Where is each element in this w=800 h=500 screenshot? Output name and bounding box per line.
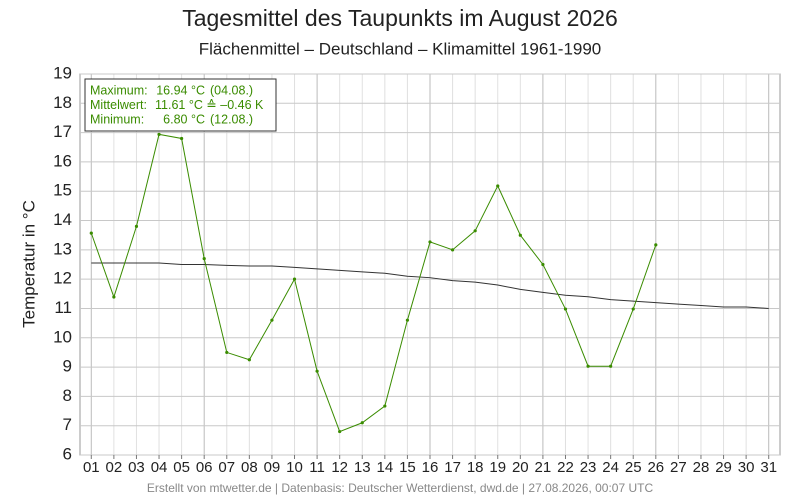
y-tick-label: 16 <box>53 151 72 170</box>
x-tick-label: 05 <box>173 459 190 476</box>
data-point <box>405 318 410 322</box>
x-tick-label: 15 <box>399 459 416 476</box>
x-tick-label: 25 <box>625 459 642 476</box>
info-label: Maximum: <box>90 83 148 97</box>
y-tick-label: 19 <box>53 63 72 82</box>
x-tick-label: 03 <box>128 459 145 476</box>
chart-title: Tagesmittel des Taupunkts im August 2026 <box>182 5 618 31</box>
info-label: Mittelwert: <box>90 98 147 112</box>
info-box: Maximum: 16.94 °C (04.08.) Mittelwert: 11.61… <box>84 78 277 132</box>
data-point <box>270 318 274 322</box>
x-tick-label: 13 <box>354 459 371 476</box>
data-point <box>134 224 139 228</box>
y-tick-label: 7 <box>63 415 72 434</box>
x-tick-label: 09 <box>264 459 281 476</box>
x-tick-label: 11 <box>309 459 325 476</box>
y-tick-label: 11 <box>54 298 72 317</box>
x-tick-label: 06 <box>196 459 213 476</box>
x-tick-label: 10 <box>286 459 303 476</box>
data-point <box>563 307 568 311</box>
x-tick-label: 29 <box>715 459 732 476</box>
y-tick-label: 18 <box>53 93 72 112</box>
y-tick-label: 8 <box>63 386 72 405</box>
data-point <box>360 421 364 425</box>
footer: Erstellt von mtwetter.de | Datenbasis: D… <box>147 481 654 495</box>
x-tick-label: 14 <box>376 459 393 476</box>
y-tick-label: 13 <box>53 239 72 258</box>
y-tick-label: 12 <box>53 269 72 288</box>
data-point <box>247 358 251 362</box>
data-point <box>383 404 387 408</box>
data-point <box>654 243 658 247</box>
y-tick-label: 14 <box>53 210 72 229</box>
y-axis-label: Temperatur in °C <box>19 200 38 328</box>
x-tick-label: 23 <box>580 459 597 476</box>
x-tick-label: 24 <box>602 459 619 476</box>
series-line <box>91 262 769 309</box>
x-tick-label: 31 <box>760 459 777 476</box>
x-tick-label: 26 <box>647 459 664 476</box>
y-tick-label: 17 <box>53 122 72 141</box>
x-tick-label: 02 <box>106 459 123 476</box>
info-date: (12.08.) <box>210 112 253 126</box>
x-tick-label: 01 <box>83 459 100 476</box>
info-value: 16.94 °C <box>156 83 205 97</box>
y-tick-label: 6 <box>63 444 72 463</box>
data-point <box>609 364 613 368</box>
data-point <box>338 429 342 434</box>
x-tick-label: 28 <box>693 459 710 476</box>
data-point <box>202 257 206 261</box>
data-point <box>89 231 93 235</box>
data-point <box>112 295 116 299</box>
x-tick-label: 16 <box>422 459 439 476</box>
info-label: Minimum: <box>90 112 144 126</box>
data-point <box>450 248 455 252</box>
x-tick-label: 07 <box>218 459 235 476</box>
data-point <box>631 307 635 311</box>
y-tick-label: 9 <box>63 357 72 376</box>
x-tick-label: 08 <box>241 459 258 476</box>
x-tick-label: 17 <box>444 459 461 476</box>
data-point <box>315 369 319 373</box>
data-point <box>541 262 545 267</box>
x-tick-label: 22 <box>557 459 574 476</box>
info-box-frame <box>84 78 277 132</box>
data-point <box>496 184 500 188</box>
series-line <box>90 133 657 433</box>
x-tick-label: 04 <box>151 459 168 476</box>
x-tick-label: 21 <box>535 459 552 476</box>
data-point <box>225 350 229 355</box>
x-tick-label: 19 <box>489 459 506 476</box>
data-point <box>180 136 184 141</box>
x-tick-label: 30 <box>738 459 755 476</box>
y-tick-label: 10 <box>53 327 72 346</box>
info-value: 6.80 °C <box>163 112 205 126</box>
data-point <box>473 229 477 233</box>
x-tick-label: 18 <box>467 459 484 476</box>
x-tick-label: 27 <box>670 459 687 476</box>
data-point <box>292 277 297 281</box>
y-tick-label: 15 <box>53 181 72 200</box>
data-point <box>518 233 522 237</box>
chart-subtitle: Flächenmittel – Deutschland – Klimamitte… <box>199 39 602 58</box>
info-date: (04.08.) <box>210 83 253 97</box>
data-point <box>157 132 161 136</box>
data-point <box>428 240 432 244</box>
x-tick-label: 12 <box>331 459 348 476</box>
info-value: 11.61 °C ≙ –0.46 K <box>155 98 264 112</box>
data-point <box>586 364 590 368</box>
x-tick-label: 20 <box>512 459 529 476</box>
